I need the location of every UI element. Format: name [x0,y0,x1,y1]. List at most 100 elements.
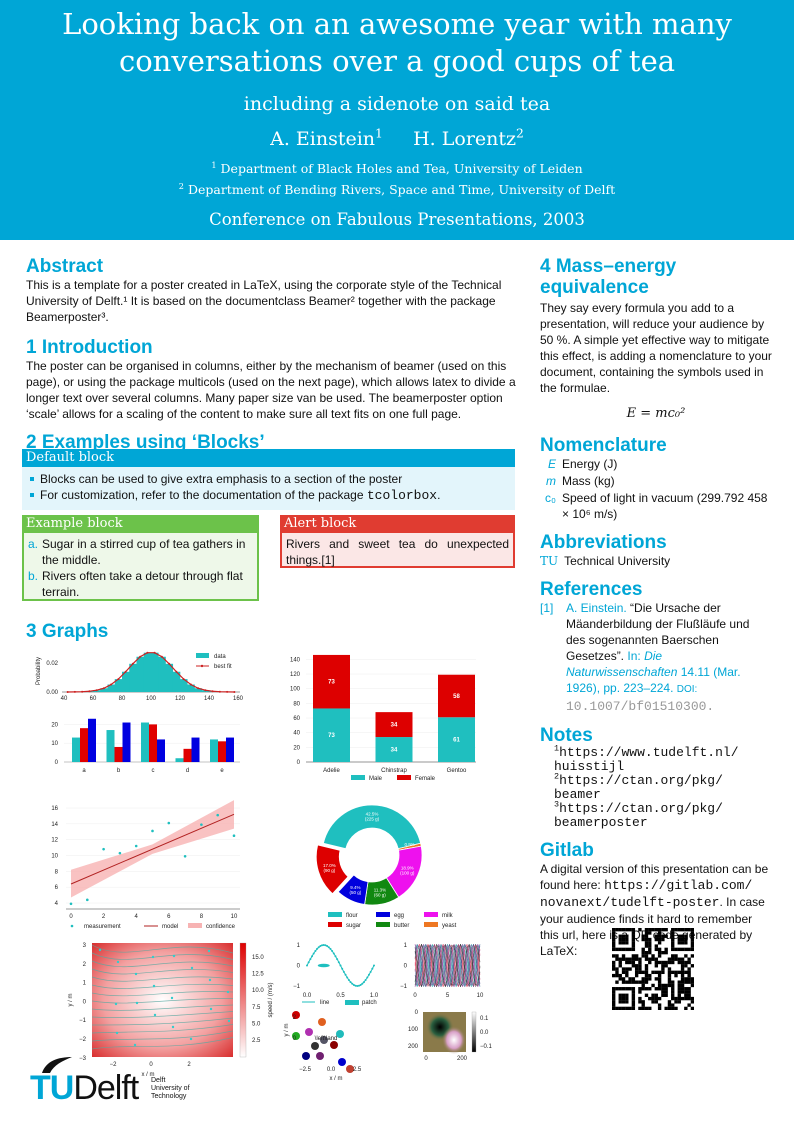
y-tick-label: 3 [83,943,87,949]
qr-module [664,993,668,997]
y-tick-label: −2 [79,1037,87,1043]
affiliation-mark: 1 [211,159,217,170]
qr-module [677,960,681,965]
y-tick-label: 12 [51,838,58,844]
qr-module [625,957,629,961]
series-line [414,943,481,988]
qr-module [657,941,662,945]
bar-value-label: 61 [453,738,460,744]
qr-module [648,941,652,945]
streamline [91,1024,234,1034]
qr-module [615,967,619,971]
qr-module [690,928,694,932]
series-line [414,943,481,988]
legend-label: line [320,1000,330,1006]
qr-module [680,983,685,988]
y-tick-label: 140 [290,657,301,663]
qr-module [661,950,665,955]
qr-module [690,1000,694,1004]
qr-module [631,957,636,961]
x-tick-label: 0 [149,1062,153,1068]
qr-module [625,937,629,942]
qr-module [615,987,619,991]
affiliation: 2 Department of Bending Rivers, Space an… [0,171,794,208]
mass-energy-heading: 4 Mass–energy equivalence [540,256,677,298]
pie-slice [322,804,422,850]
measurement-point [86,898,89,902]
qr-module [680,987,685,991]
qr-module [680,977,685,981]
model-line [70,813,235,885]
qr-module [644,944,649,948]
qr-module [674,973,678,978]
qr-module [661,964,665,968]
legend-label: Female [415,776,436,782]
stream-arrow [114,1002,118,1006]
qr-module [641,987,645,991]
qr-module [618,964,622,968]
qr-module [621,996,626,1001]
title-line-1: Looking back on an awesome year with man… [62,7,732,41]
qr-module [671,983,675,988]
qr-module [621,947,626,952]
histogram-bar [122,671,130,692]
qr-module [631,996,636,1001]
stacked-bar [375,712,413,738]
streamline [91,944,234,954]
qr-module [661,928,665,932]
measurement-point [134,844,138,848]
qr-module [661,937,665,942]
qr-module [654,957,659,961]
qr-module [631,1000,636,1004]
qr-module [612,1003,616,1007]
series-line [414,943,481,988]
qr-module [667,1006,672,1010]
qr-module [644,950,649,955]
bar [88,718,96,762]
y-tick-label: 1 [83,981,87,987]
qr-module [690,980,694,984]
qr-module [690,954,694,958]
qr-module [684,970,688,975]
qr-module [657,996,662,1001]
qr-module [631,977,636,981]
qr-module [631,944,636,948]
qr-module [621,967,626,971]
logo-text: TUDelft [30,1069,139,1107]
stream-arrow [208,978,212,982]
qr-module [618,996,622,1001]
y-tick-label: 20 [51,722,58,728]
qr-module [687,990,691,994]
qr-module [625,960,629,965]
qr-module [680,960,685,965]
qr-module [654,993,659,997]
qr-module [634,964,639,968]
qr-module [664,950,668,955]
measurement-point [102,847,105,851]
doi-link[interactable]: 10.1007/bf01510300. [566,699,715,714]
qr-module [687,947,691,952]
y-tick-label: 2 [83,962,87,968]
series-line [414,943,481,988]
series-line [414,943,481,988]
y-tick-label: 40 [293,731,300,737]
qr-module [638,957,642,961]
y-tick-label: 20 [293,745,300,751]
qr-module [667,957,672,961]
qr-module [648,996,652,1001]
bar-value-label: 34 [391,723,398,729]
stacked-bar [438,717,475,762]
colorbar-tick-label: 2.5 [252,1038,261,1044]
qr-module [648,1006,652,1010]
colorbar-tick-label: 0.0 [480,1030,489,1036]
poster-header: Looking back on an awesome year with man… [0,0,794,240]
qr-module [654,977,659,981]
best-fit-point [66,691,69,693]
qr-module [657,928,662,932]
legend-label: confidence [206,924,236,930]
qr-module [680,967,685,971]
qr-module [615,1006,619,1010]
scatter-point [311,1042,319,1050]
qr-module [654,960,659,965]
gitlab-link[interactable]: https://gitlab.com/ novanext/tudelft-pos… [540,878,753,910]
